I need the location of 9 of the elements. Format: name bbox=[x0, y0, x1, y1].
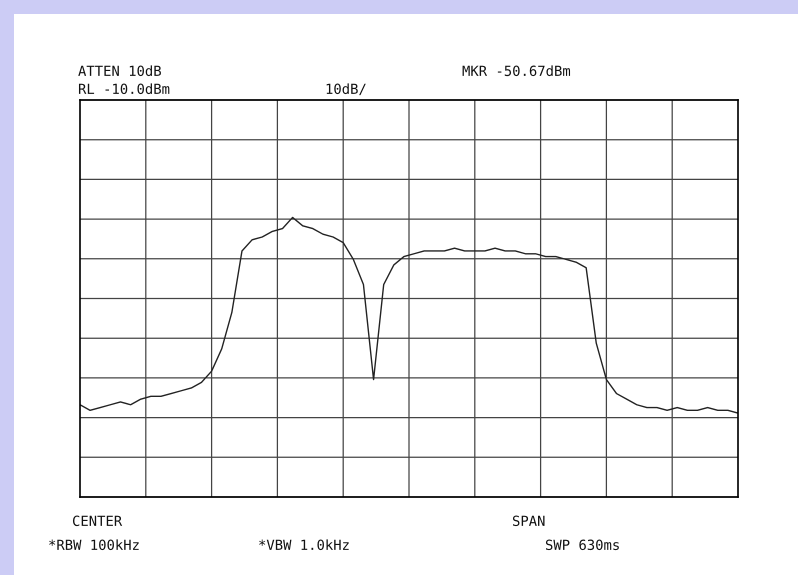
text: *RBW 100kHz bbox=[49, 539, 139, 550]
text: ATTEN 10dB bbox=[78, 65, 161, 76]
text: RL -10.0dBm bbox=[78, 83, 170, 94]
text: MKR -50.67dBm bbox=[462, 65, 570, 76]
text: CENTER bbox=[72, 516, 122, 526]
text: *VBW 1.0kHz bbox=[259, 539, 349, 550]
text: SPAN bbox=[512, 516, 545, 526]
text: 10dB/ bbox=[326, 83, 366, 96]
text: SWP 630ms bbox=[546, 540, 619, 550]
